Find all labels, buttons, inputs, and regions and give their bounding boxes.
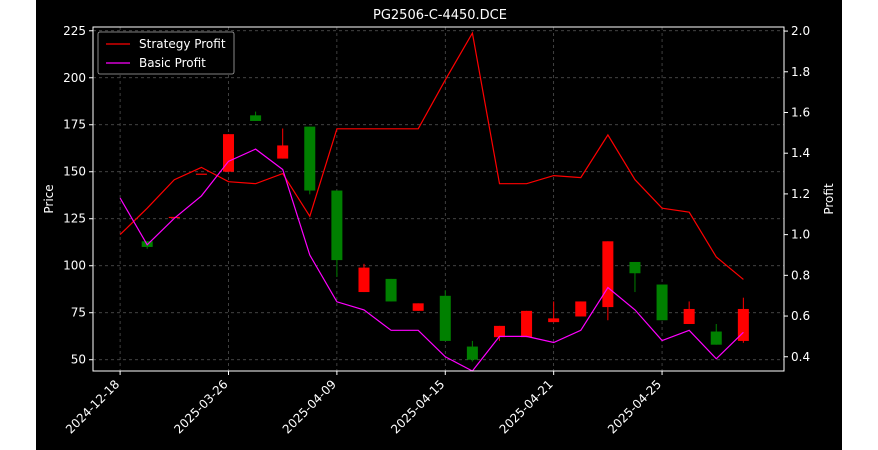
candle-body [250,115,262,121]
candle-body [521,310,533,338]
x-tick-label: 2025-03-26 [171,377,230,436]
y-tick-label: 75 [71,306,86,320]
candlestick-chart: PG2506-C-4450.DCE 50 75 100 125 150 175 200 225… [42,8,836,436]
y-tick-label: 175 [63,118,86,132]
y2-tick-label: 1.0 [791,228,810,242]
candle-body [629,261,641,274]
chart-figure: PG2506-C-4450.DCE 50 75 100 125 150 175 200 225… [36,0,842,450]
candle-body [412,303,424,311]
chart-title: PG2506-C-4450.DCE [373,8,507,23]
legend-basic-label: Basic Profit [139,56,206,70]
y-tick-label: 150 [63,165,86,179]
profit-axis: 0.4 0.6 0.8 1.0 1.2 1.4 1.6 1.8 2.0 [784,24,810,364]
candle-body [385,278,397,302]
candle-body [548,318,560,323]
candle-body [683,308,695,325]
y2-tick-label: 1.8 [791,65,810,79]
candle-body [331,190,343,261]
y-axis-label: Price [42,184,56,213]
y2-axis-label: Profit [822,183,836,215]
candle-body [277,145,289,159]
y2-tick-label: 2.0 [791,24,810,38]
y-tick-label: 225 [63,24,86,38]
y2-tick-label: 1.4 [791,146,810,160]
plot-frame [92,26,785,372]
legend-strategy-label: Strategy Profit [139,37,226,51]
strategy-profit-line [119,31,744,280]
x-tick-label: 2024-12-18 [63,377,122,436]
grid-lines [93,27,784,371]
candle-body [575,301,587,317]
y-tick-label: 125 [63,212,86,226]
candle-body [195,173,207,175]
x-axis: 2024-12-18 2025-03-26 2025-04-09 2025-04-15… [63,371,664,436]
candle-body [656,284,668,321]
y2-tick-label: 0.4 [791,350,810,364]
y-tick-label: 100 [63,259,86,273]
y-tick-label: 50 [71,353,86,367]
candle-body [493,325,505,338]
candle-body [439,295,451,341]
candle-body [710,331,722,345]
candles [141,111,749,362]
y-tick-label: 200 [63,71,86,85]
y2-tick-label: 0.8 [791,268,810,282]
x-tick-label: 2025-04-25 [605,377,664,436]
x-tick-label: 2025-04-15 [388,377,447,436]
candle-body [466,346,478,360]
candle-body [737,308,749,341]
candle-body [602,241,614,308]
legend: Strategy Profit Basic Profit [97,31,235,75]
x-tick-label: 2025-04-09 [280,377,339,436]
profit-lines [119,31,744,372]
legend-box [97,31,235,75]
x-tick-label: 2025-04-21 [497,377,556,436]
basic-profit-line [119,148,744,372]
candle-body [358,267,370,293]
y2-tick-label: 0.6 [791,309,810,323]
y2-tick-label: 1.2 [791,187,810,201]
candle-body [304,126,316,191]
price-axis: 50 75 100 125 150 175 200 225 [63,24,93,367]
candle-body [168,216,180,219]
y2-tick-label: 1.6 [791,105,810,119]
candle-body [222,134,234,172]
